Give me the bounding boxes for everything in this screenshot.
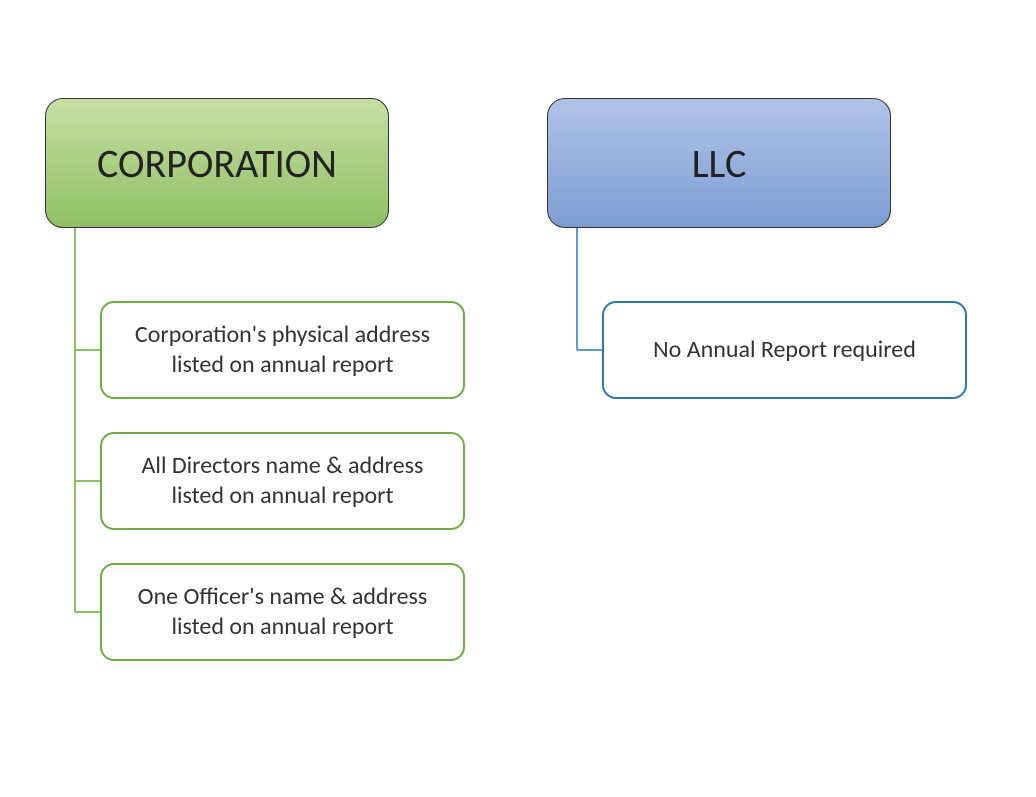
llc-header: LLC: [547, 98, 891, 228]
corporation-child-0-label: Corporation's physical address listed on…: [122, 320, 443, 380]
corporation-child-2-label: One Officer's name & address listed on a…: [122, 582, 443, 642]
llc-child-0: No Annual Report required: [602, 301, 967, 399]
corporation-header-label: CORPORATION: [97, 139, 337, 188]
corporation-child-1: All Directors name & address listed on a…: [100, 432, 465, 530]
llc-child-0-label: No Annual Report required: [653, 335, 916, 365]
corporation-child-0: Corporation's physical address listed on…: [100, 301, 465, 399]
llc-header-label: LLC: [692, 139, 747, 188]
corporation-header: CORPORATION: [45, 98, 389, 228]
diagram-root: CORPORATION Corporation's physical addre…: [0, 0, 1036, 797]
corporation-child-1-label: All Directors name & address listed on a…: [122, 451, 443, 511]
corporation-child-2: One Officer's name & address listed on a…: [100, 563, 465, 661]
